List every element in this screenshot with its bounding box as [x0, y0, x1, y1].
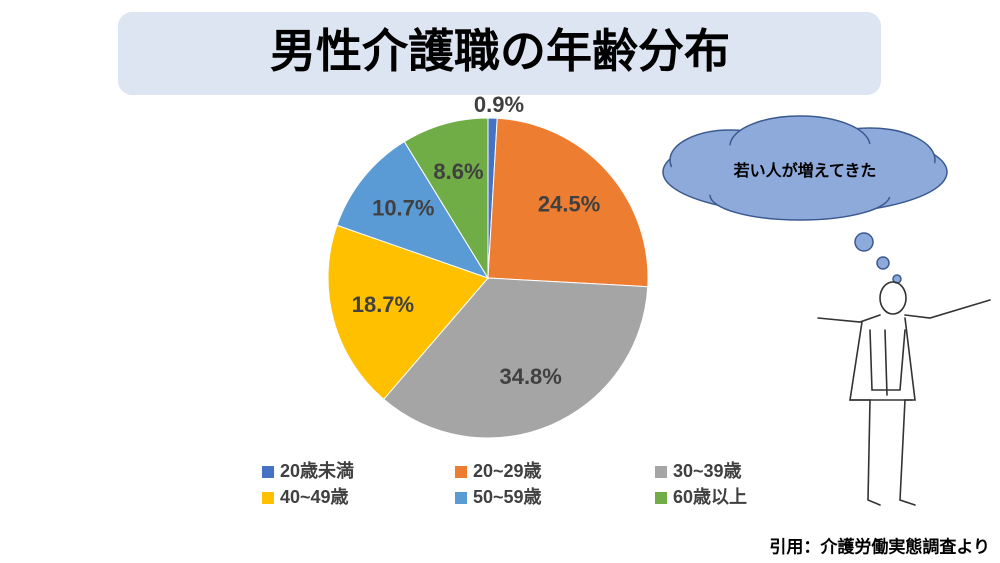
slice-label: 34.8%	[499, 364, 561, 389]
legend-label: 40~49歳	[280, 487, 349, 507]
legend-label: 60歳以上	[673, 487, 747, 507]
pie-slice	[327, 224, 489, 401]
pie-slice	[403, 117, 489, 280]
legend-swatch	[655, 492, 667, 504]
pie-slice	[336, 140, 490, 279]
cloud-fill	[670, 140, 940, 204]
legend-swatch	[455, 492, 467, 504]
legend-label: 20~29歳	[473, 461, 542, 481]
slice-label: 0.9%	[474, 92, 524, 117]
source-note: 引用：介護労働実態調査より	[769, 536, 990, 556]
legend-label: 30~39歳	[673, 461, 742, 481]
legend-label: 20歳未満	[280, 460, 354, 481]
legend-swatch	[655, 466, 667, 478]
slice-label: 18.7%	[352, 292, 414, 317]
slice-label: 8.6%	[433, 159, 483, 184]
pie-slice	[382, 277, 649, 439]
slice-label: 24.5%	[538, 191, 600, 216]
legend-swatch	[455, 466, 467, 478]
legend-swatch	[262, 466, 274, 478]
cloud-text: 若い人が増えてきた	[733, 161, 877, 180]
man-illustration	[817, 281, 991, 506]
legend-label: 50~59歳	[473, 487, 542, 507]
chart-title: 男性介護職の年齢分布	[270, 25, 730, 77]
slice-label: 10.7%	[372, 196, 434, 221]
title-box	[118, 12, 881, 95]
legend-swatch	[262, 492, 274, 504]
pie-slice	[487, 117, 649, 288]
